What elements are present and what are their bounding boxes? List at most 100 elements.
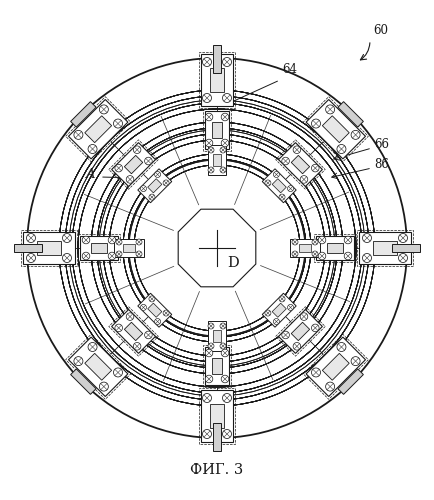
Circle shape xyxy=(220,167,226,173)
Circle shape xyxy=(116,251,122,257)
Text: ФИГ. 3: ФИГ. 3 xyxy=(190,463,243,477)
Polygon shape xyxy=(112,310,155,354)
Polygon shape xyxy=(201,390,233,442)
Circle shape xyxy=(27,58,406,438)
Circle shape xyxy=(126,176,134,183)
Circle shape xyxy=(311,164,319,172)
Polygon shape xyxy=(272,303,286,318)
Circle shape xyxy=(281,331,289,339)
Polygon shape xyxy=(298,244,310,252)
Polygon shape xyxy=(322,354,349,380)
Circle shape xyxy=(311,119,320,128)
Circle shape xyxy=(202,94,211,102)
Circle shape xyxy=(88,342,97,351)
Polygon shape xyxy=(123,244,135,252)
Circle shape xyxy=(144,331,152,339)
Polygon shape xyxy=(14,244,42,252)
Polygon shape xyxy=(213,45,220,73)
Circle shape xyxy=(222,430,231,438)
Circle shape xyxy=(281,157,289,165)
Circle shape xyxy=(148,296,155,302)
Circle shape xyxy=(264,310,270,316)
Circle shape xyxy=(62,234,71,242)
Circle shape xyxy=(293,342,300,350)
Circle shape xyxy=(221,349,228,357)
Circle shape xyxy=(140,304,146,310)
Circle shape xyxy=(291,239,297,245)
Circle shape xyxy=(311,324,319,332)
Circle shape xyxy=(163,310,169,316)
Polygon shape xyxy=(23,232,75,264)
Circle shape xyxy=(108,236,115,244)
Circle shape xyxy=(220,323,226,329)
Polygon shape xyxy=(70,369,96,394)
Circle shape xyxy=(202,394,211,402)
Circle shape xyxy=(325,382,334,391)
Circle shape xyxy=(273,172,279,177)
Polygon shape xyxy=(213,330,220,342)
Polygon shape xyxy=(262,294,296,327)
Polygon shape xyxy=(85,354,112,380)
Circle shape xyxy=(205,139,212,147)
Circle shape xyxy=(343,252,351,260)
Circle shape xyxy=(133,342,141,350)
Circle shape xyxy=(205,113,212,121)
Circle shape xyxy=(273,318,279,324)
Circle shape xyxy=(62,254,71,262)
Text: D: D xyxy=(227,256,238,270)
Circle shape xyxy=(222,94,231,102)
Circle shape xyxy=(205,349,212,357)
Circle shape xyxy=(350,356,359,366)
Circle shape xyxy=(88,144,97,154)
Circle shape xyxy=(74,356,83,366)
Circle shape xyxy=(299,313,307,320)
Circle shape xyxy=(207,147,214,153)
Text: 60: 60 xyxy=(372,24,387,36)
Text: 66: 66 xyxy=(373,138,388,150)
Polygon shape xyxy=(68,100,128,159)
Circle shape xyxy=(140,186,146,192)
Polygon shape xyxy=(85,116,112,142)
Polygon shape xyxy=(112,142,155,186)
Circle shape xyxy=(205,375,212,383)
Circle shape xyxy=(99,105,108,114)
Circle shape xyxy=(82,252,89,260)
Circle shape xyxy=(350,130,359,140)
Polygon shape xyxy=(148,178,161,193)
Polygon shape xyxy=(337,369,362,394)
Circle shape xyxy=(325,105,334,114)
Circle shape xyxy=(113,119,122,128)
Circle shape xyxy=(293,146,300,154)
Polygon shape xyxy=(291,322,309,340)
Polygon shape xyxy=(291,156,309,174)
Circle shape xyxy=(221,375,228,383)
Circle shape xyxy=(136,239,141,245)
Circle shape xyxy=(115,164,122,172)
Polygon shape xyxy=(306,100,365,159)
Circle shape xyxy=(336,342,345,351)
Circle shape xyxy=(202,430,211,438)
Circle shape xyxy=(207,323,214,329)
Polygon shape xyxy=(322,116,349,142)
Polygon shape xyxy=(37,241,61,255)
Polygon shape xyxy=(80,236,118,260)
Text: A: A xyxy=(85,168,95,181)
Circle shape xyxy=(279,194,284,200)
Polygon shape xyxy=(204,347,228,385)
Circle shape xyxy=(163,180,169,186)
Circle shape xyxy=(115,324,122,332)
Circle shape xyxy=(144,157,152,165)
Circle shape xyxy=(221,113,228,121)
Circle shape xyxy=(154,172,160,177)
Circle shape xyxy=(311,251,317,257)
Text: 86: 86 xyxy=(373,158,388,172)
Circle shape xyxy=(26,234,36,242)
Circle shape xyxy=(362,234,371,242)
Polygon shape xyxy=(326,243,342,253)
Polygon shape xyxy=(337,102,362,127)
Circle shape xyxy=(113,368,122,377)
Circle shape xyxy=(154,318,160,324)
Circle shape xyxy=(362,254,371,262)
Circle shape xyxy=(220,343,226,349)
Polygon shape xyxy=(315,236,353,260)
